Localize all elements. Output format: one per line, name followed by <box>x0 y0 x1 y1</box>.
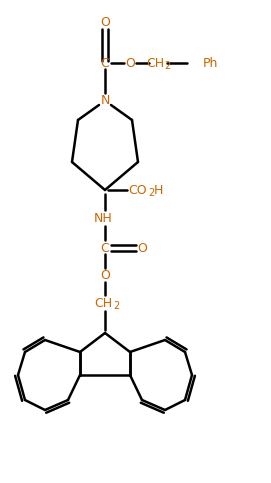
Text: 2: 2 <box>148 188 154 198</box>
Text: 2: 2 <box>164 61 170 71</box>
Text: 2: 2 <box>113 301 119 311</box>
Text: C: C <box>101 242 109 255</box>
Text: CH: CH <box>94 297 112 310</box>
Text: NH: NH <box>93 212 112 225</box>
Text: CH: CH <box>146 57 164 70</box>
Text: O: O <box>100 15 110 28</box>
Text: CO: CO <box>129 184 147 197</box>
Text: C: C <box>101 57 109 70</box>
Text: O: O <box>100 269 110 282</box>
Text: H: H <box>153 184 163 197</box>
Text: N: N <box>100 94 110 106</box>
Text: O: O <box>137 242 147 255</box>
Text: O: O <box>125 57 135 70</box>
Text: Ph: Ph <box>202 57 218 70</box>
